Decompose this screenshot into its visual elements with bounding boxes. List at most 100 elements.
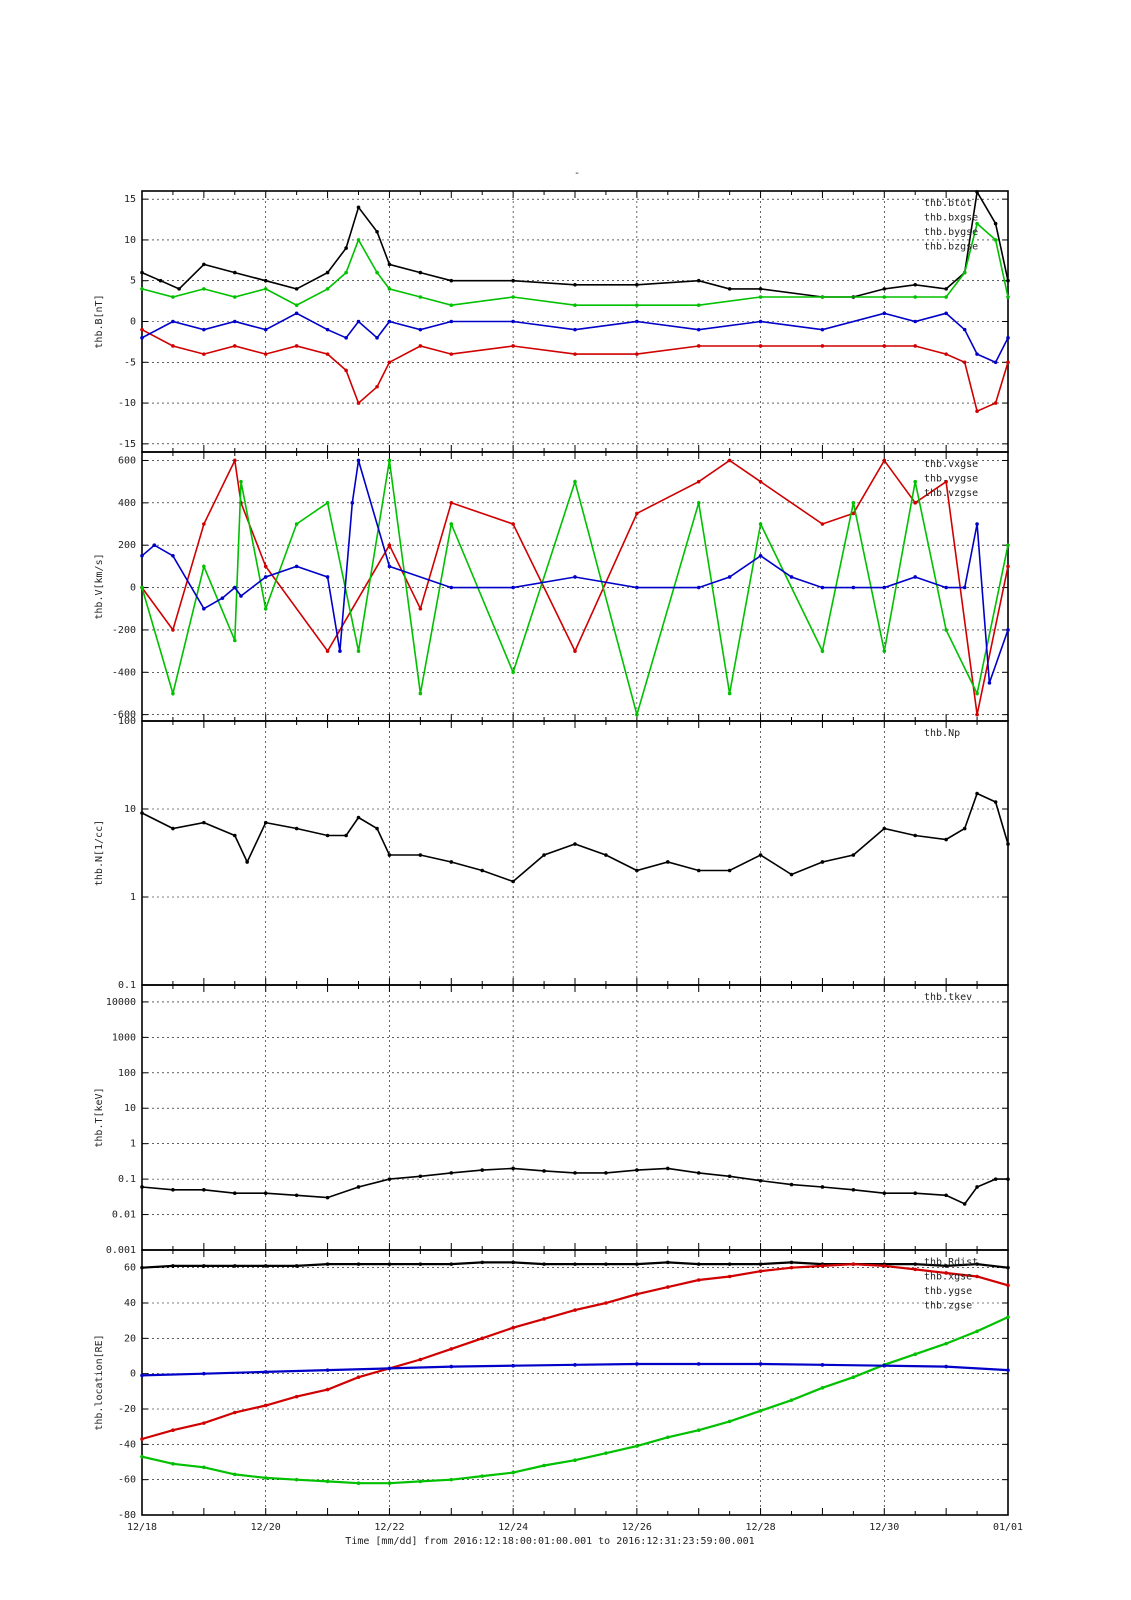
data-point [356,1262,361,1266]
y-axis-label: thb.N[1/cc] [94,820,105,886]
data-point [480,1260,485,1265]
panel-frame [141,1249,1009,1516]
data-point [1006,842,1010,846]
data-point [944,1271,948,1275]
data-point [635,1168,639,1172]
y-tick-label: -80 [118,1510,136,1521]
data-point [882,826,887,831]
y-tick-label: -60 [118,1475,136,1486]
data-point [696,1278,701,1282]
data-point [171,628,175,632]
data-point [573,352,577,356]
data-point [449,585,454,590]
data-point [356,238,361,242]
y-tick-label: 0.1 [118,980,136,991]
data-point [449,1364,454,1369]
data-point [573,1458,577,1463]
data-point [263,606,268,611]
data-point [975,791,979,796]
data-point [944,1364,948,1369]
x-tick-label: 12/22 [374,1522,404,1533]
data-point [511,1470,515,1475]
data-point [263,564,268,569]
legend-entry: thb.Rdist [924,1257,978,1268]
data-point [604,1301,608,1305]
data-point [232,1472,237,1477]
data-point [294,1477,299,1482]
data-point [882,1264,887,1268]
data-point [140,270,144,275]
data-point [944,837,948,842]
data-point [232,270,237,275]
data-point [325,1368,330,1372]
data-point [944,311,948,316]
data-point [993,221,998,226]
data-point [239,594,243,598]
data-point [573,479,577,484]
data-point [789,1260,794,1265]
y-tick-label: 10000 [106,997,136,1008]
y-tick-label: 40 [124,1298,136,1309]
data-point [152,543,157,547]
data-point [882,1191,887,1196]
data-point [882,585,887,590]
data-point [418,1479,423,1484]
data-point [758,344,763,348]
data-point [263,1476,268,1480]
data-point [851,1187,856,1192]
data-point [294,522,299,526]
data-point [975,1274,979,1279]
data-point [202,262,206,267]
data-point [913,575,918,579]
data-point [202,352,206,356]
data-point [294,287,299,291]
data-point [344,246,348,250]
data-point [325,270,330,275]
data-point [202,1371,206,1376]
data-point [696,327,701,332]
data-point [727,1174,732,1179]
data-point [294,311,299,316]
data-point [177,287,181,291]
data-point [294,303,299,307]
data-point [232,585,237,590]
data-point [263,287,268,291]
data-point [635,712,639,717]
data-point [665,860,670,864]
data-point [387,360,392,365]
data-point [913,1191,918,1196]
data-point [758,1262,763,1266]
data-point [975,712,979,717]
data-point [232,344,237,348]
y-tick-label: -40 [118,1439,136,1450]
data-point [962,585,967,590]
data-point [696,1262,701,1266]
data-point [1006,1368,1010,1372]
data-point [789,1182,794,1187]
legend-entry: thb.tkev [924,992,972,1003]
data-point [727,575,732,579]
data-point [962,270,967,275]
data-point [913,501,918,505]
data-point [1006,564,1010,569]
data-point [294,344,299,348]
y-tick-label: 0 [130,1369,136,1380]
data-point [962,826,967,831]
legend-entry: thb.bygse [924,227,978,238]
data-point [820,585,825,590]
x-tick-label: 01/01 [993,1522,1023,1533]
y-tick-label: 100 [118,716,136,727]
data-point [665,1285,670,1289]
y-tick-label: 1 [130,892,136,903]
data-point [344,336,348,340]
y-tick-label: -20 [118,1404,136,1415]
data-point [789,1265,794,1270]
data-point [882,287,887,291]
y-tick-label: 600 [118,455,136,466]
data-point [913,295,918,299]
data-point [758,479,763,484]
data-point [344,368,348,373]
data-point [140,1454,144,1459]
data-point [140,336,144,340]
data-point [356,205,361,210]
